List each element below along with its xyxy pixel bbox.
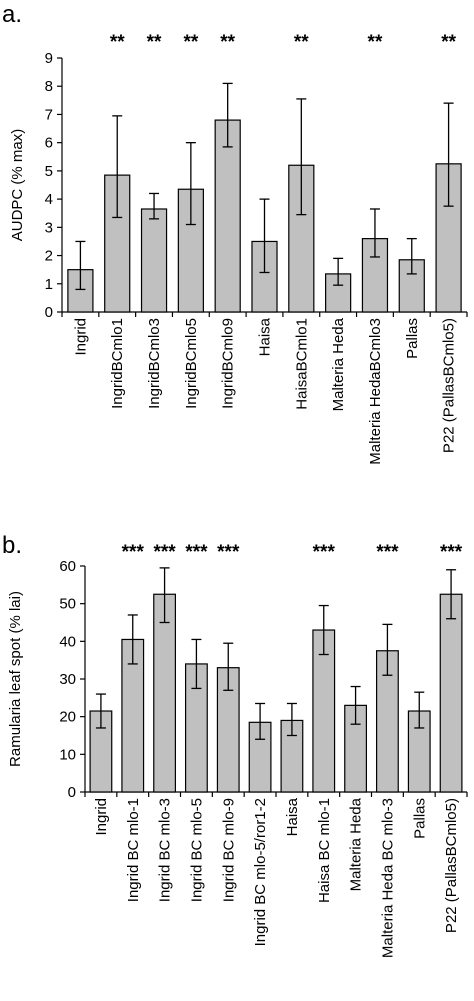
category-label: P22 (PallasBCmlo5) <box>441 318 458 453</box>
y-tick-label: 20 <box>59 709 76 726</box>
category-label: Haisa BC mlo-1 <box>316 798 333 903</box>
significance-marker: ** <box>110 32 125 53</box>
category-label: Ingrid <box>93 798 110 836</box>
category-label: HaisaBCmlo1 <box>293 318 310 410</box>
significance-marker: *** <box>440 542 463 563</box>
y-tick-label: 3 <box>45 219 53 236</box>
panel-b-chart: b. 0 10 20 30 40 50 60 Ramularia leaf spot (% la… <box>2 532 468 958</box>
y-tick-label: 40 <box>59 633 76 650</box>
y-tick-label: 5 <box>45 163 53 180</box>
category-label: IngridBCmlo5 <box>183 318 200 409</box>
y-axis-title: AUDPC (% max) <box>9 129 26 242</box>
significance-marker: *** <box>153 542 176 563</box>
category-label: IngridBCmlo3 <box>146 318 163 409</box>
significance-marker: ** <box>147 32 162 53</box>
category-label: IngridBCmlo9 <box>220 318 237 409</box>
significance-marker: ** <box>368 32 383 53</box>
panel-a-chart: a. 0 1 2 3 4 5 6 7 8 9 AUDPC (% max) Ingrid IngridBCm… <box>2 1 468 465</box>
category-label: Ingrid BC mlo-5 <box>188 798 205 902</box>
category-label: Pallas <box>404 318 421 359</box>
category-label: Ingrid BC mlo-1 <box>125 798 142 902</box>
category-label: Malteria Heda <box>330 317 347 411</box>
bar <box>153 593 177 793</box>
category-label: Pallas <box>411 798 428 839</box>
significance-marker: ** <box>294 32 309 53</box>
y-tick-label: 30 <box>59 671 76 688</box>
y-tick-label: 10 <box>59 746 76 763</box>
significance-marker: *** <box>185 542 208 563</box>
significance-marker: *** <box>217 542 240 563</box>
panel-label: b. <box>2 532 22 559</box>
significance-marker: *** <box>313 542 336 563</box>
y-tick-label: 9 <box>45 50 53 67</box>
y-tick-label: 2 <box>45 248 53 265</box>
category-label: IngridBCmlo1 <box>109 318 126 409</box>
y-tick-label: 1 <box>45 276 53 293</box>
bar <box>251 240 278 313</box>
category-label: Malteria HedaBCmlo3 <box>367 318 384 465</box>
significance-marker: ** <box>183 32 198 53</box>
y-tick-label: 60 <box>59 558 76 575</box>
significance-marker: *** <box>376 542 399 563</box>
y-axis-title: Ramularia leaf spot (% lai) <box>7 591 24 767</box>
bar <box>140 208 168 313</box>
category-label: Ingrid BC mlo-9 <box>220 798 237 902</box>
significance-marker: ** <box>441 32 456 53</box>
y-tick-label: 0 <box>68 784 76 801</box>
significance-marker: ** <box>220 32 235 53</box>
significance-marker: *** <box>122 542 145 563</box>
category-label: Ingrid BC mlo-5/ror1-2 <box>252 798 269 946</box>
y-tick-label: 6 <box>45 135 53 152</box>
y-tick-label: 8 <box>45 78 53 95</box>
category-label: Haisa <box>284 797 301 836</box>
category-label: Malteria Heda BC mlo-3 <box>379 798 396 958</box>
category-label: P22 (PallasBCmlo5) <box>443 798 460 933</box>
y-tick-label: 50 <box>59 596 76 613</box>
category-label: Malteria Heda <box>348 797 365 891</box>
category-label: Ingrid <box>72 318 89 356</box>
category-label: Ingrid BC mlo-3 <box>157 798 174 902</box>
y-tick-label: 4 <box>45 191 53 208</box>
category-label: Haisa <box>257 317 274 356</box>
bar <box>439 593 463 793</box>
panel-label: a. <box>2 1 22 28</box>
y-tick-label: 7 <box>45 106 53 123</box>
y-tick-label: 0 <box>45 304 53 321</box>
bar <box>214 119 241 313</box>
